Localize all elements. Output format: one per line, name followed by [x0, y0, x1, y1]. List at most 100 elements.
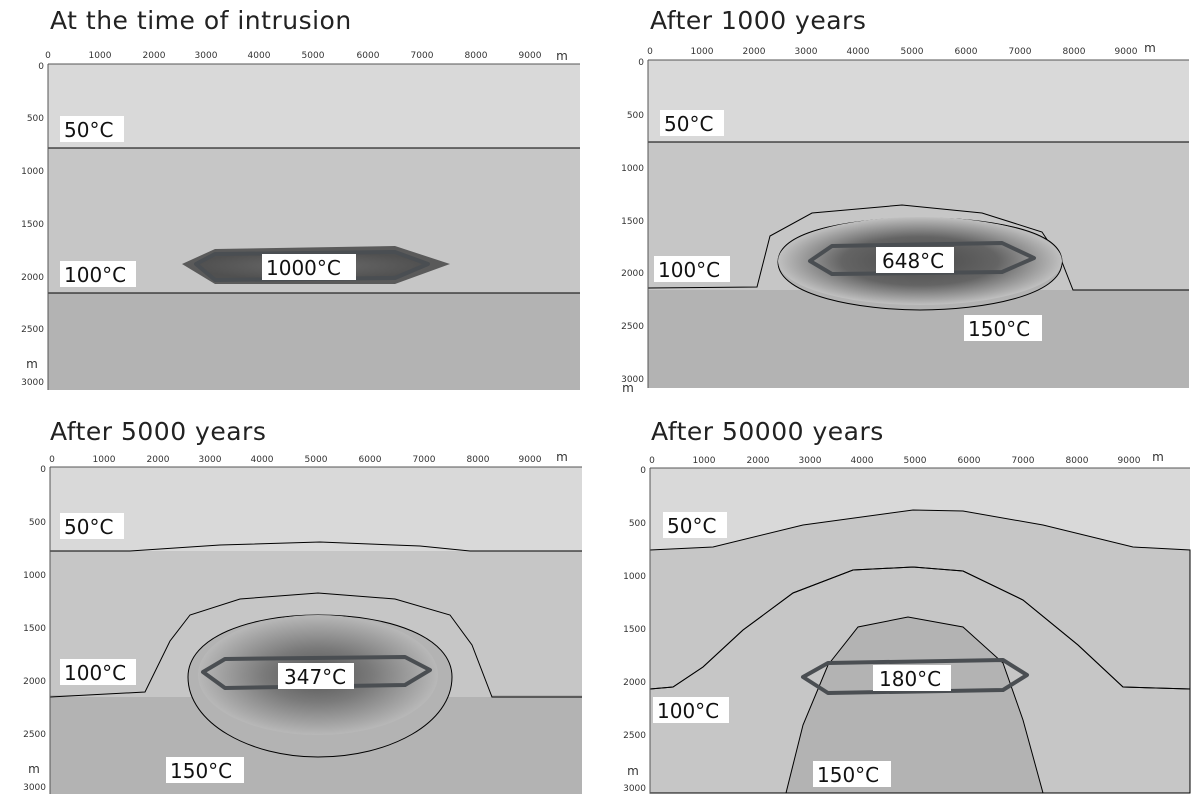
svg-text:2000: 2000 [23, 677, 46, 687]
svg-text:3000: 3000 [195, 51, 218, 61]
zone-150 [48, 293, 580, 390]
x-ticks: 0 1000 2000 3000 4000 5000 6000 7000 8000 9000 m [45, 49, 568, 63]
label-100c: 100°C [64, 263, 126, 287]
svg-text:4000: 4000 [851, 456, 874, 466]
zone-50 [48, 64, 580, 148]
label-100c: 100°C [64, 661, 126, 685]
svg-text:1500: 1500 [621, 217, 644, 227]
label-50c: 50°C [64, 118, 113, 142]
label-150c: 150°C [968, 317, 1030, 341]
svg-text:6000: 6000 [357, 51, 380, 61]
svg-text:6000: 6000 [958, 456, 981, 466]
svg-text:m: m [1152, 450, 1164, 464]
svg-text:0: 0 [647, 47, 653, 57]
panel-title: After 5000 years [50, 417, 267, 446]
svg-text:2000: 2000 [747, 456, 770, 466]
svg-text:1000: 1000 [93, 455, 116, 465]
isotherm-50 [50, 541, 582, 552]
label-100c: 100°C [657, 699, 719, 723]
svg-text:m: m [622, 381, 634, 395]
temperature-section: 0 1000 2000 3000 4000 5000 6000 7000 8000 9000 m 0… [23, 450, 582, 794]
intrusion-body [201, 655, 432, 690]
label-center-temp: 347°C [284, 665, 346, 689]
svg-text:0: 0 [649, 456, 655, 466]
svg-text:m: m [1144, 41, 1156, 55]
svg-text:7000: 7000 [413, 455, 436, 465]
svg-text:5000: 5000 [901, 47, 924, 57]
svg-text:m: m [26, 357, 38, 371]
svg-text:3000: 3000 [21, 378, 44, 388]
intrusion-body [808, 241, 1036, 276]
panel-50000-years: After 50000 years 0 1000 2000 3000 4000 5000 6… [603, 405, 1193, 800]
svg-text:4000: 4000 [251, 455, 274, 465]
panel-5000-years: After 5000 years 0 1000 2000 3000 4000 5000 60… [0, 405, 590, 800]
label-center-temp: 648°C [882, 249, 944, 273]
svg-text:2500: 2500 [623, 731, 646, 741]
label-center-temp: 180°C [879, 667, 941, 691]
svg-text:0: 0 [638, 58, 644, 68]
svg-text:5000: 5000 [305, 455, 328, 465]
svg-text:4000: 4000 [248, 51, 271, 61]
svg-text:2500: 2500 [23, 730, 46, 740]
panel-title: At the time of intrusion [50, 6, 352, 35]
svg-text:5000: 5000 [904, 456, 927, 466]
svg-text:2000: 2000 [743, 47, 766, 57]
svg-text:8000: 8000 [1066, 456, 1089, 466]
svg-text:0: 0 [45, 51, 51, 61]
svg-text:1000: 1000 [691, 47, 714, 57]
label-100c: 100°C [658, 258, 720, 282]
svg-text:6000: 6000 [359, 455, 382, 465]
x-ticks: 0 1000 2000 3000 4000 5000 6000 7000 8000 9000 m [649, 450, 1164, 466]
svg-text:9000: 9000 [519, 51, 542, 61]
svg-text:8000: 8000 [465, 51, 488, 61]
svg-text:1500: 1500 [21, 220, 44, 230]
panel-intrusion: At the time of intrusion 0 1000 2000 3000 40… [0, 0, 590, 395]
svg-text:9000: 9000 [519, 455, 542, 465]
svg-text:1500: 1500 [623, 625, 646, 635]
svg-text:9000: 9000 [1115, 47, 1138, 57]
x-ticks: 0 1000 2000 3000 4000 5000 6000 7000 8000 9000 m [647, 41, 1156, 57]
svg-text:1000: 1000 [23, 571, 46, 581]
svg-text:2500: 2500 [21, 325, 44, 335]
svg-text:5000: 5000 [302, 51, 325, 61]
svg-text:1000: 1000 [623, 572, 646, 582]
temperature-section: 0 1000 2000 3000 4000 5000 6000 7000 8000 9000 m 0… [621, 41, 1189, 395]
svg-text:6000: 6000 [955, 47, 978, 57]
x-ticks: 0 1000 2000 3000 4000 5000 6000 7000 8000 9000 m [49, 450, 568, 465]
label-150c: 150°C [817, 763, 879, 787]
temperature-section: 0 1000 2000 3000 4000 5000 6000 7000 8000 9000 m 0… [623, 450, 1191, 794]
svg-text:3000: 3000 [623, 784, 646, 794]
label-center-temp: 1000°C [266, 256, 341, 280]
svg-text:500: 500 [629, 519, 646, 529]
svg-text:2000: 2000 [143, 51, 166, 61]
svg-text:500: 500 [27, 114, 44, 124]
svg-text:m: m [556, 450, 568, 464]
label-50c: 50°C [664, 112, 713, 136]
svg-text:4000: 4000 [847, 47, 870, 57]
svg-text:500: 500 [29, 518, 46, 528]
svg-text:3000: 3000 [23, 783, 46, 793]
svg-text:3000: 3000 [199, 455, 222, 465]
svg-text:2000: 2000 [621, 269, 644, 279]
svg-text:7000: 7000 [1012, 456, 1035, 466]
svg-text:8000: 8000 [467, 455, 490, 465]
svg-text:1000: 1000 [621, 164, 644, 174]
svg-text:1000: 1000 [21, 167, 44, 177]
svg-text:2000: 2000 [21, 273, 44, 283]
label-50c: 50°C [64, 515, 113, 539]
svg-text:3000: 3000 [799, 456, 822, 466]
label-50c: 50°C [667, 514, 716, 538]
svg-text:9000: 9000 [1118, 456, 1141, 466]
panel-title: After 1000 years [650, 6, 867, 35]
svg-text:0: 0 [640, 466, 646, 476]
svg-text:2500: 2500 [621, 322, 644, 332]
svg-text:3000: 3000 [621, 375, 644, 385]
intrusion-body [801, 658, 1029, 695]
svg-text:m: m [28, 762, 40, 776]
temperature-section: 0 1000 2000 3000 4000 5000 6000 7000 8000 9000 m 0… [21, 49, 580, 390]
panel-1000-years: After 1000 years 0 1000 2000 3000 4000 5000 60… [602, 0, 1192, 395]
